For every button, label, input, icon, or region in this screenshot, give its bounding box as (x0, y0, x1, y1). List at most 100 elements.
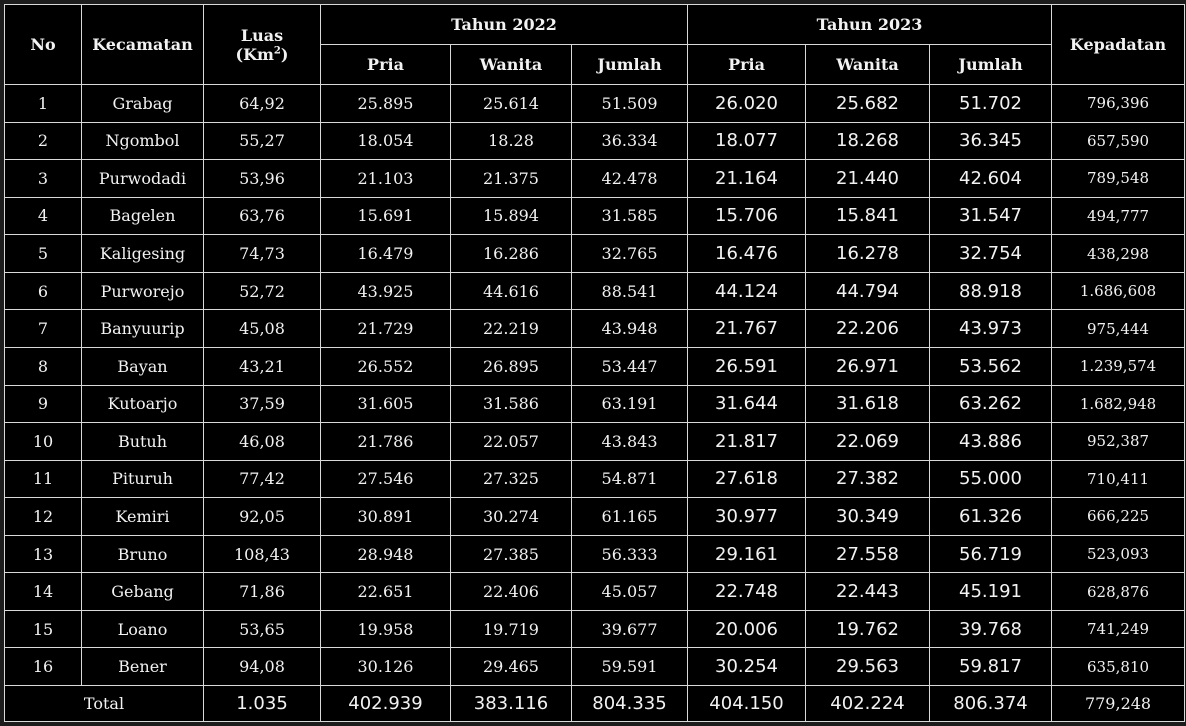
cell-no: 15 (4, 609, 82, 649)
cell-wanita-2022: 22.406 (450, 572, 572, 611)
cell-wanita-2023: 31.618 (805, 384, 931, 424)
cell-kecamatan: Kaligesing (81, 234, 204, 273)
cell-wanita-2022: 25.614 (450, 84, 572, 123)
table-row: 4 Bagelen 63,76 15.691 15.894 31.585 15.706 15.… (4, 196, 1186, 236)
cell-jumlah-2023: 36.345 (929, 121, 1053, 161)
header-year-2023: Tahun 2023 (687, 4, 1053, 45)
cell-no: 9 (4, 384, 82, 424)
header-kepadatan: Kepadatan (1051, 4, 1186, 85)
cell-jumlah-2022: 45.057 (570, 572, 689, 611)
cell-kecamatan: Bener (81, 647, 204, 686)
cell-pria-2022: 31.605 (320, 384, 451, 424)
total-pria-2023: 404.150 (687, 685, 807, 722)
cell-wanita-2023: 16.278 (805, 234, 931, 273)
total-wanita-2022: 383.116 (450, 685, 572, 722)
cell-jumlah-2023: 55.000 (929, 459, 1053, 499)
cell-jumlah-2023: 59.817 (929, 647, 1053, 686)
table-body: 1 Grabag 64,92 25.895 25.614 51.509 26.020 25.6… (4, 84, 1186, 686)
cell-pria-2023: 22.748 (687, 572, 807, 611)
cell-pria-2023: 18.077 (687, 121, 807, 161)
cell-wanita-2023: 22.069 (805, 422, 931, 461)
cell-kecamatan: Bagelen (81, 196, 204, 236)
population-table: No Kecamatan Luas (Km2) Tahun 2022 Tahun… (4, 4, 1186, 722)
cell-no: 5 (4, 234, 82, 273)
cell-pria-2022: 30.126 (320, 647, 451, 686)
cell-luas: 74,73 (203, 234, 321, 273)
table-row: 14 Gebang 71,86 22.651 22.406 45.057 22.748 22.… (4, 572, 1186, 611)
header-wanita-2022: Wanita (450, 44, 572, 85)
header-pria-2023: Pria (687, 44, 807, 85)
cell-wanita-2022: 22.057 (450, 422, 572, 461)
cell-jumlah-2022: 56.333 (570, 534, 689, 574)
cell-pria-2023: 31.644 (687, 384, 807, 424)
cell-kepadatan: 628,876 (1051, 572, 1186, 611)
cell-kecamatan: Pituruh (81, 459, 204, 499)
cell-kecamatan: Ngombol (81, 121, 204, 161)
cell-pria-2023: 15.706 (687, 196, 807, 236)
total-luas: 1.035 (203, 685, 321, 722)
cell-jumlah-2023: 43.886 (929, 422, 1053, 461)
total-pria-2022: 402.939 (320, 685, 451, 722)
luas-unit-sup: 2 (273, 45, 281, 57)
cell-jumlah-2022: 54.871 (570, 459, 689, 499)
cell-luas: 45,08 (203, 309, 321, 348)
cell-no: 2 (4, 121, 82, 161)
cell-no: 3 (4, 159, 82, 198)
table-row: 11 Pituruh 77,42 27.546 27.325 54.871 27.618 27… (4, 459, 1186, 499)
total-kepadatan: 779,248 (1051, 685, 1186, 722)
cell-jumlah-2022: 53.447 (570, 346, 689, 386)
cell-kepadatan: 1.686,608 (1051, 271, 1186, 311)
cell-kepadatan: 710,411 (1051, 459, 1186, 499)
cell-jumlah-2022: 51.509 (570, 84, 689, 123)
cell-wanita-2022: 27.325 (450, 459, 572, 499)
total-label: Total (4, 685, 204, 722)
cell-no: 8 (4, 346, 82, 386)
cell-jumlah-2023: 61.326 (929, 497, 1053, 536)
cell-kecamatan: Purwodadi (81, 159, 204, 198)
cell-jumlah-2023: 56.719 (929, 534, 1053, 574)
cell-luas: 53,96 (203, 159, 321, 198)
header-year-2022: Tahun 2022 (319, 4, 689, 45)
cell-luas: 71,86 (203, 572, 321, 611)
cell-jumlah-2023: 45.191 (929, 572, 1053, 611)
cell-jumlah-2023: 32.754 (929, 234, 1053, 273)
cell-jumlah-2022: 59.591 (570, 647, 689, 686)
cell-no: 11 (4, 459, 82, 499)
cell-wanita-2022: 19.719 (450, 609, 572, 649)
cell-kecamatan: Purworejo (81, 271, 204, 311)
cell-jumlah-2022: 31.585 (570, 196, 689, 236)
header-pria-2022: Pria (320, 44, 451, 85)
cell-pria-2022: 22.651 (320, 572, 451, 611)
table-row: 7 Banyuurip 45,08 21.729 22.219 43.948 21.767 2… (4, 309, 1186, 348)
cell-kepadatan: 1.682,948 (1051, 384, 1186, 424)
luas-unit-post: ) (280, 44, 289, 64)
cell-kecamatan: Butuh (81, 422, 204, 461)
cell-jumlah-2023: 63.262 (929, 384, 1053, 424)
cell-kecamatan: Kemiri (81, 497, 204, 536)
cell-luas: 92,05 (203, 497, 321, 536)
cell-pria-2022: 28.948 (320, 534, 451, 574)
cell-pria-2022: 30.891 (320, 497, 451, 536)
cell-pria-2022: 25.895 (320, 84, 451, 123)
cell-luas: 77,42 (203, 459, 321, 499)
cell-pria-2022: 16.479 (320, 234, 451, 273)
cell-pria-2022: 43.925 (320, 271, 451, 311)
cell-kecamatan: Bayan (81, 346, 204, 386)
cell-pria-2022: 21.103 (320, 159, 451, 198)
cell-wanita-2023: 26.971 (805, 346, 931, 386)
header-luas-unit: (Km2) (205, 44, 320, 64)
cell-kecamatan: Loano (81, 609, 204, 649)
cell-pria-2023: 21.817 (687, 422, 807, 461)
cell-pria-2022: 15.691 (320, 196, 451, 236)
cell-luas: 55,27 (203, 121, 321, 161)
header-luas: Luas (Km2) (203, 4, 321, 85)
cell-wanita-2022: 27.385 (450, 534, 572, 574)
table-row: 1 Grabag 64,92 25.895 25.614 51.509 26.020 25.6… (4, 84, 1186, 123)
cell-pria-2023: 26.591 (687, 346, 807, 386)
cell-wanita-2023: 27.558 (805, 534, 931, 574)
cell-luas: 52,72 (203, 271, 321, 311)
cell-kepadatan: 666,225 (1051, 497, 1186, 536)
table-row: 13 Bruno 108,43 28.948 27.385 56.333 29.161 27.… (4, 534, 1186, 574)
table-row: 3 Purwodadi 53,96 21.103 21.375 42.478 21.164 2… (4, 159, 1186, 198)
cell-no: 1 (4, 84, 82, 123)
